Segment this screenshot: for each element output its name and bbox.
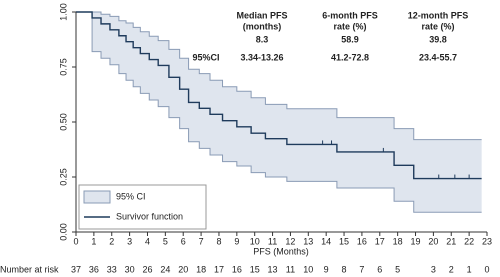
y-tick-label: 0.50 [58,113,68,131]
x-tick-label: 17 [375,236,385,246]
risk-count: 37 [71,264,81,274]
table-header: rate (%) [333,21,366,31]
risk-count: 24 [160,264,170,274]
risk-count: 20 [178,264,188,274]
x-tick-label: 21 [446,236,456,246]
risk-count: 30 [125,264,135,274]
table-header: 6-month PFS [322,10,378,20]
table-header: (months) [243,21,282,31]
table-header: 12-month PFS [408,10,469,20]
x-tick-label: 23 [482,236,492,246]
table-cell: 39.8 [429,34,447,44]
ci-band [76,12,482,213]
risk-count: 16 [232,264,242,274]
risk-count: 17 [214,264,224,274]
risk-count: 2 [449,264,454,274]
x-tick-label: 6 [181,236,186,246]
x-tick-label: 14 [321,236,331,246]
risk-label: Number at risk [0,264,59,274]
x-tick-label: 3 [127,236,132,246]
x-tick-label: 5 [163,236,168,246]
x-tick-label: 12 [285,236,295,246]
risk-count: 33 [107,264,117,274]
ci-lower [76,11,482,213]
y-tick-label: 0.25 [58,168,68,186]
legend-label: Survivor function [116,211,183,221]
risk-count: 15 [250,264,260,274]
risk-count: 26 [142,264,152,274]
x-tick-label: 15 [339,236,349,246]
risk-count: 36 [89,264,99,274]
risk-count: 11 [286,264,295,274]
risk-count: 6 [377,264,382,274]
risk-count: 1 [467,264,472,274]
y-tick-label: 1.00 [58,3,68,21]
legend-swatch [83,190,111,204]
table-cell: 23.4-55.7 [419,52,457,62]
risk-count: 18 [196,264,206,274]
survival-curve [76,11,482,180]
x-tick-label: 22 [464,236,474,246]
table-row-label: 95%CI [192,52,219,62]
risk-count: 3 [431,264,436,274]
table-header: Median PFS [236,10,287,20]
x-tick-label: 7 [199,236,204,246]
table-cell: 41.2-72.8 [331,52,369,62]
table-cell: 58.9 [341,34,359,44]
risk-count: 8 [342,264,347,274]
x-axis-label: PFS (Months) [253,246,309,256]
risk-count: 9 [324,264,329,274]
x-tick-label: 8 [216,236,221,246]
x-tick-label: 0 [73,236,78,246]
x-tick-label: 16 [357,236,367,246]
x-tick-label: 9 [234,236,239,246]
legend-label: 95% CI [116,191,146,201]
x-tick-label: 2 [109,236,114,246]
risk-count: 5 [395,264,400,274]
risk-count: 13 [268,264,278,274]
x-tick-label: 1 [91,236,96,246]
x-tick-label: 4 [145,236,150,246]
x-tick-label: 11 [268,236,277,246]
table-cell: 3.34-13.26 [240,52,283,62]
table-cell: 8.3 [256,34,269,44]
table-header: rate (%) [421,21,454,31]
risk-count: 0 [484,264,489,274]
x-tick-label: 19 [411,236,421,246]
x-tick-label: 13 [303,236,313,246]
x-tick-label: 10 [250,236,260,246]
x-tick-label: 18 [393,236,403,246]
y-tick-label: 0.75 [58,58,68,76]
y-tick-label: 0.00 [58,223,68,241]
ci-upper [76,11,482,141]
x-tick-label: 20 [428,236,438,246]
risk-count: 7 [359,264,364,274]
risk-count: 10 [303,264,313,274]
